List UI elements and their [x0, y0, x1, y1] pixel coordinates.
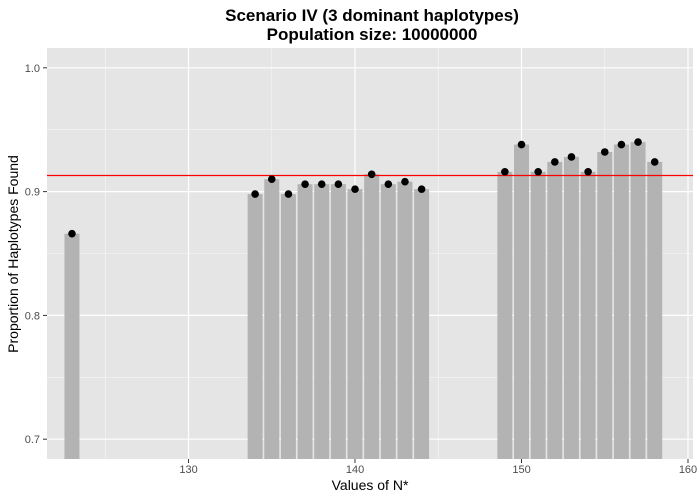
data-point [551, 158, 559, 166]
data-point [251, 190, 259, 198]
bar [514, 144, 530, 459]
y-tick-label: 0.7 [25, 434, 40, 446]
bar [280, 194, 296, 459]
data-point [417, 185, 426, 193]
bar [380, 184, 396, 460]
data-point [634, 138, 642, 146]
bar [297, 184, 313, 460]
data-point [317, 180, 326, 188]
data-point [567, 153, 576, 161]
bar [580, 171, 596, 460]
data-point [534, 167, 542, 176]
data-point [517, 140, 526, 149]
data-point [600, 148, 609, 156]
x-tick-label: 160 [679, 464, 697, 476]
data-point [301, 180, 309, 188]
data-point [501, 167, 509, 176]
bar [630, 142, 646, 459]
bar [414, 189, 430, 459]
data-point [68, 229, 76, 238]
points-layer [68, 138, 659, 238]
data-point [367, 170, 376, 179]
y-tick-label: 0.9 [25, 187, 40, 199]
bar [314, 184, 330, 460]
bar [647, 161, 663, 459]
data-point [650, 158, 659, 166]
bar [530, 171, 546, 460]
bar [547, 161, 563, 459]
data-point [267, 175, 276, 184]
bar [247, 194, 263, 459]
bar [330, 184, 346, 460]
bars-layer [64, 142, 663, 460]
bar [597, 151, 613, 459]
bar [264, 179, 280, 459]
bar [347, 189, 363, 459]
y-axis-title: Proportion of Haplotypes Found [5, 155, 21, 353]
x-tick-label: 130 [179, 464, 197, 476]
bar [364, 174, 380, 459]
x-tick-label: 140 [346, 464, 364, 476]
x-axis-title: Values of N* [332, 477, 409, 493]
axis-ticks: 130 140 150 160 0.7 0.8 0.9 1.0 [25, 63, 697, 476]
chart-title-line-2: Population size: 10000000 [267, 25, 478, 44]
y-tick-label: 1.0 [25, 63, 40, 75]
data-point [584, 167, 592, 176]
data-point [617, 140, 626, 149]
x-tick-label: 150 [512, 464, 530, 476]
chart-title-line-1: Scenario IV (3 dominant haplotypes) [225, 6, 519, 25]
data-point [401, 177, 409, 186]
bar [613, 144, 629, 459]
data-point [351, 185, 359, 193]
data-point [384, 180, 393, 188]
bar [64, 233, 80, 459]
data-point [334, 180, 343, 188]
bar [497, 171, 513, 460]
bar [397, 181, 413, 459]
data-point [284, 190, 293, 198]
y-tick-label: 0.8 [25, 310, 40, 322]
bar [563, 156, 579, 459]
